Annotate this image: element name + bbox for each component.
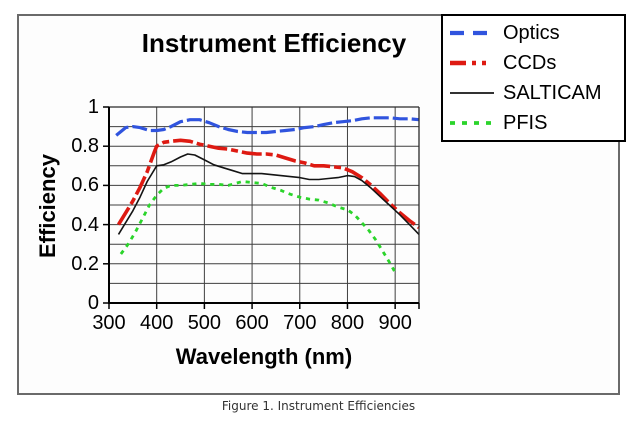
salticam-line-sample-icon — [450, 92, 494, 94]
series-line-salticam — [117, 153, 420, 235]
series-line-ccds — [116, 138, 421, 229]
grid-lines — [109, 107, 419, 303]
axes — [108, 106, 420, 304]
y-tick-label: 0.8 — [71, 135, 99, 158]
legend-item-pfis: PFIS — [449, 109, 624, 137]
x-tick-label: 600 — [235, 312, 269, 334]
y-tick-label: 1 — [87, 96, 99, 118]
x-tick-label: 300 — [92, 312, 126, 334]
pfis-line-sample-icon — [450, 121, 494, 125]
x-tick-label: 700 — [283, 312, 317, 334]
legend-label: PFIS — [503, 112, 548, 134]
series-line-optics — [115, 116, 420, 137]
x-axis-title: Wavelength (nm) — [175, 344, 353, 369]
efficiency-chart — [103, 106, 421, 309]
x-tick-label: 800 — [330, 312, 365, 334]
x-tick-label: 400 — [140, 312, 174, 334]
series-line-pfis — [119, 180, 397, 274]
y-tick-label: 0.6 — [71, 174, 99, 197]
legend-item-salticam: SALTICAM — [449, 79, 624, 107]
y-tick-label: 0.2 — [71, 252, 99, 275]
optics-line-sample-icon — [450, 30, 494, 36]
y-tick-label: 0 — [87, 292, 99, 314]
legend-label: SALTICAM — [503, 82, 602, 104]
legend: Optics CCDs SALTICAM PFIS — [441, 14, 626, 142]
legend-label: CCDs — [503, 52, 557, 74]
x-tick-label: 900 — [378, 312, 412, 334]
legend-label: Optics — [503, 22, 560, 44]
y-tick-label: 0.4 — [71, 213, 99, 236]
data-series — [115, 116, 421, 274]
x-tick-label: 500 — [187, 312, 222, 334]
figure-caption: Figure 1. Instrument Efficiencies — [221, 399, 416, 413]
ccds-line-sample-icon — [450, 60, 494, 66]
chart-title: Instrument Efficiency — [141, 28, 407, 58]
y-axis-title: Efficiency — [35, 154, 60, 258]
legend-item-optics: Optics — [449, 19, 624, 47]
axis-ticks — [103, 106, 420, 309]
legend-item-ccds: CCDs — [449, 49, 624, 77]
